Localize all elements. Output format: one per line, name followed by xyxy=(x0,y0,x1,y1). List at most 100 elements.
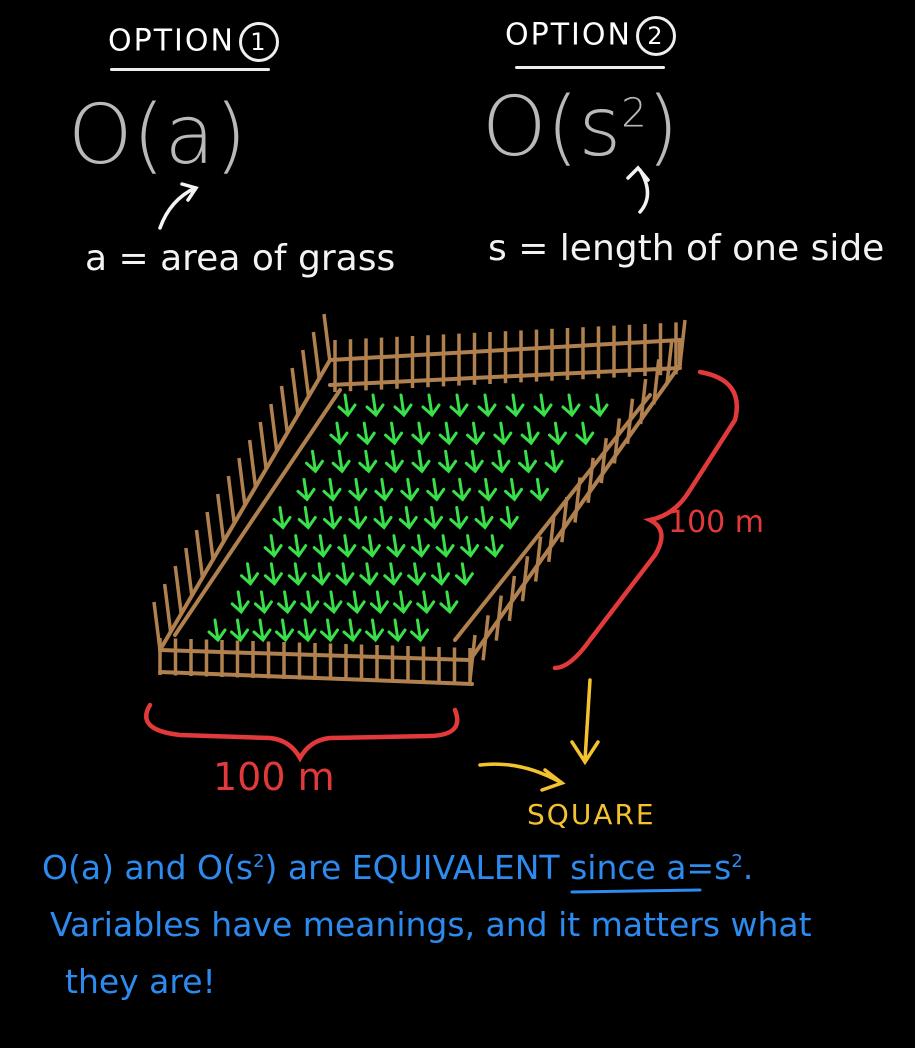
grass-blade xyxy=(575,421,595,446)
fence-picket xyxy=(678,319,687,366)
grass-blade xyxy=(410,618,429,643)
grass-blade xyxy=(383,562,403,586)
fence-picket xyxy=(322,313,332,363)
grass-blade xyxy=(365,393,385,418)
grass-blade xyxy=(230,618,249,643)
fence-picket xyxy=(573,477,582,523)
fence-picket xyxy=(184,547,194,597)
conclusion-line-1c: ) are xyxy=(264,848,352,887)
grass-blade xyxy=(499,506,519,530)
grass-blade xyxy=(263,562,283,586)
option2-underline xyxy=(515,66,665,69)
grass-blade xyxy=(348,477,368,502)
grass-blade xyxy=(547,421,567,446)
grass-blade xyxy=(426,477,446,502)
grass-blade xyxy=(384,421,404,446)
arrow-to-s-icon xyxy=(626,165,650,214)
conclusion-line-1a: O(a) and O(s xyxy=(42,848,254,887)
conclusion-exp-2: 2 xyxy=(731,851,743,872)
conclusion-exp-1: 2 xyxy=(253,851,265,872)
grass-blade xyxy=(491,449,511,474)
grass-blade xyxy=(373,506,393,530)
grass-blade xyxy=(240,562,259,586)
conclusion-line-2: Variables have meanings, and it matters … xyxy=(50,905,812,944)
option1-number-badge: 1 xyxy=(238,22,279,62)
grass-blade xyxy=(253,590,273,615)
fence-pickets xyxy=(152,313,687,685)
grass-blade xyxy=(484,534,504,558)
grass-blade xyxy=(365,618,384,643)
fence-picket xyxy=(665,339,674,385)
grass-blade xyxy=(207,618,227,643)
fence-picket xyxy=(269,403,279,453)
grass-blade xyxy=(288,534,308,558)
arrow-right-to-square-icon xyxy=(478,762,566,792)
grass-blade xyxy=(387,618,407,643)
grass-blade xyxy=(589,393,609,418)
grass-blade xyxy=(518,449,537,474)
grass-blade xyxy=(312,534,332,558)
grass-blade xyxy=(561,393,581,418)
fence-picket xyxy=(279,385,290,435)
grass-blade xyxy=(305,449,324,474)
grass-blade xyxy=(337,534,357,558)
fence-picket xyxy=(173,565,183,615)
grass-blade xyxy=(277,590,297,615)
grass-blade xyxy=(438,421,458,446)
grass-blade xyxy=(335,562,355,586)
conclusion-line-1d: since a=s xyxy=(559,848,732,887)
option2-definition: s = length of one side xyxy=(488,228,885,269)
fence-picket xyxy=(625,398,635,444)
fence-picket xyxy=(237,457,247,507)
grass-blade xyxy=(411,421,431,446)
grass-blade xyxy=(435,534,455,558)
grass-blade xyxy=(297,506,317,530)
square-label: SQUARE xyxy=(527,798,656,831)
grass-blade xyxy=(393,590,413,615)
option1-title-text: OPTION xyxy=(108,23,235,59)
grass-blade xyxy=(337,393,357,418)
option1-notation: O(a) xyxy=(68,88,247,183)
grass-blade xyxy=(263,534,283,558)
conclusion-line-3: they are! xyxy=(65,962,216,1001)
grass-blade xyxy=(300,590,320,615)
fence-picket xyxy=(194,529,205,579)
fence-picket xyxy=(547,516,556,563)
conclusion-line-1f: . xyxy=(742,848,754,887)
grass-blade xyxy=(287,562,307,586)
fence-picket xyxy=(494,595,503,641)
grass-blade xyxy=(358,449,378,474)
grass-blade xyxy=(466,421,486,446)
grass-blade xyxy=(529,477,549,502)
grass-blade xyxy=(272,506,292,530)
grass-blade xyxy=(374,477,394,502)
equivalent-underline xyxy=(570,888,702,894)
option2-notation-base: O(s xyxy=(482,80,622,175)
right-brace-icon xyxy=(552,369,739,671)
option2-notation-exponent: 2 xyxy=(621,90,647,137)
option1-title: OPTION 1 xyxy=(108,22,279,62)
grass-blade xyxy=(386,534,406,558)
fence-picket xyxy=(311,331,322,381)
grass-blade xyxy=(520,421,540,446)
grass-blade xyxy=(348,506,368,530)
grass-blade xyxy=(342,618,362,643)
grass-blade xyxy=(322,477,342,502)
grass-blade xyxy=(275,618,294,643)
fence-picket xyxy=(290,367,300,417)
grass-blade xyxy=(454,562,474,586)
fence-picket xyxy=(481,615,490,661)
grass-blade xyxy=(449,393,469,418)
grass-blade xyxy=(346,590,366,615)
grass-blade xyxy=(311,562,331,586)
grass-blade xyxy=(452,477,472,502)
grass-blade xyxy=(493,421,513,446)
grass-blade xyxy=(421,393,441,418)
grass-blade xyxy=(439,590,459,615)
grass-blade xyxy=(252,618,272,643)
grass-blade xyxy=(504,477,524,502)
arrow-to-a-icon xyxy=(158,182,199,230)
option2-notation: O(s2) xyxy=(482,80,679,175)
conclusion-emphasis: EQUIVALENT xyxy=(351,848,560,887)
grass-blade xyxy=(400,477,420,502)
